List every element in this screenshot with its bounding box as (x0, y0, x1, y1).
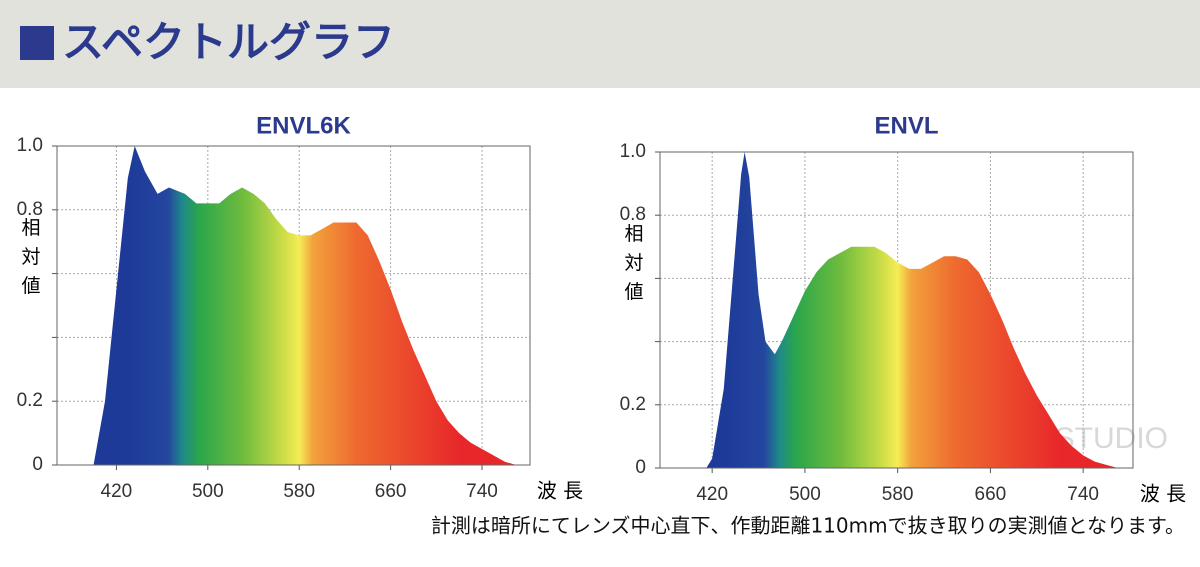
y-tick-label: 0.2 (17, 390, 43, 411)
y-axis-label: 相対値 (19, 217, 41, 304)
x-tick-label: 740 (1067, 484, 1099, 505)
x-tick-label: 580 (882, 484, 914, 505)
x-tick-label: 660 (975, 484, 1007, 505)
spectrum-area (93, 146, 517, 465)
x-tick-label: 500 (789, 484, 821, 505)
footnote: 計測は暗所にてレンズ中心直下、作動距離110mmで抜き取りの実測値となります。 (431, 514, 1185, 538)
x-axis-label: 波 長 (537, 479, 583, 503)
x-tick-label: 420 (101, 481, 133, 502)
x-tick-label: 740 (466, 481, 498, 502)
x-tick-label: 500 (192, 481, 224, 502)
header-icon (20, 26, 54, 60)
y-tick-label: 0.8 (620, 204, 646, 225)
x-tick-label: 420 (696, 484, 728, 505)
spectrum-area (706, 152, 1118, 468)
chart-title: ENVL (874, 112, 938, 139)
y-tick-label: 1.0 (620, 141, 646, 162)
x-axis-label: 波 長 (1140, 482, 1186, 506)
y-tick-label: 1.0 (17, 135, 43, 156)
y-axis-label: 相対値 (622, 223, 644, 310)
header-bar (0, 0, 1200, 88)
x-tick-label: 660 (375, 481, 407, 502)
y-tick-label: 0.2 (620, 394, 646, 415)
plot-frame (56, 145, 531, 466)
chart-title: ENVL6K (256, 112, 351, 139)
y-tick-label: 0.8 (17, 199, 43, 220)
header-title: スペクトルグラフ (62, 18, 395, 67)
y-tick-label: 0 (635, 457, 646, 478)
plot-frame (659, 151, 1134, 469)
x-tick-label: 580 (283, 481, 315, 502)
y-tick-label: 0 (32, 454, 43, 475)
